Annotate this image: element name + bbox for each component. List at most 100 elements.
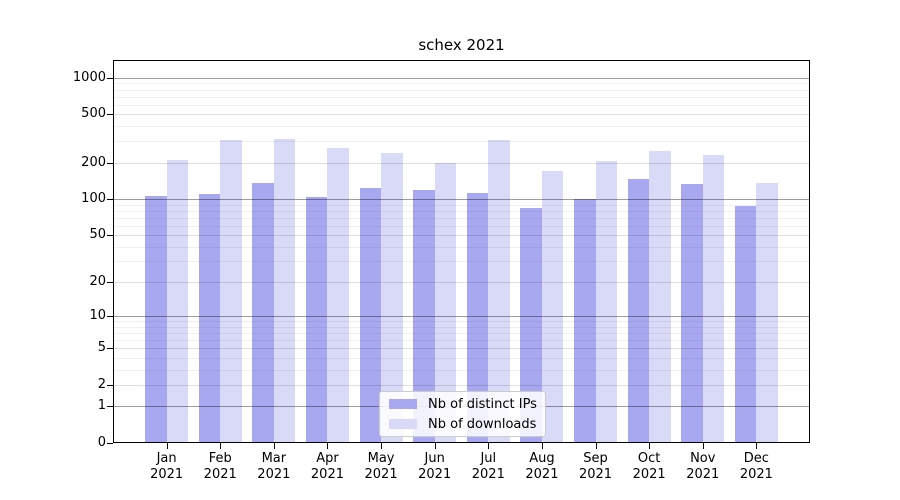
bar-distinct-ips-oct (627, 179, 650, 443)
y-tick-200 (107, 162, 113, 164)
y-tick-label-50: 50 (89, 227, 106, 243)
x-tick-year: 2021 (310, 467, 344, 482)
x-tick-feb (220, 443, 222, 449)
gridline-6 (113, 340, 810, 341)
x-tick-label-dec: Dec 2021 (716, 451, 796, 483)
x-tick-sep (595, 443, 597, 449)
y-tick-100 (107, 199, 113, 201)
x-tick-label-aug: Aug 2021 (502, 451, 582, 483)
gridline-100 (113, 199, 810, 200)
x-tick-aug (541, 443, 543, 449)
bar-distinct-ips-jun (413, 189, 435, 443)
bar-downloads-sep (595, 160, 618, 443)
gridline-2 (113, 385, 810, 386)
x-axis-line (113, 442, 810, 443)
x-tick-label-nov: Nov 2021 (663, 451, 743, 483)
x-tick-year: 2021 (418, 467, 452, 482)
y-tick-0 (107, 443, 113, 444)
legend-item-distinct-ips: Nb of distinct IPs (389, 398, 537, 411)
bar-downloads-nov (702, 154, 725, 443)
gridline-3 (113, 370, 810, 371)
x-tick-year: 2021 (578, 467, 613, 482)
y-tick-label-100: 100 (81, 191, 106, 207)
x-tick-year: 2021 (632, 467, 666, 482)
x-tick-label-jun: Jun 2021 (395, 451, 475, 483)
x-tick-month: Oct (637, 451, 661, 466)
gridline-30 (113, 261, 810, 262)
gridline-5 (113, 348, 810, 349)
bar-downloads-jan (166, 160, 189, 443)
x-tick-month: Feb (208, 451, 232, 466)
y-tick-2 (107, 384, 113, 386)
x-tick-label-feb: Feb 2021 (180, 451, 260, 483)
gridline-80 (113, 211, 810, 212)
gridline-10 (113, 316, 810, 317)
x-tick-label-sep: Sep 2021 (556, 451, 636, 483)
y-tick-label-20: 20 (89, 274, 106, 290)
gridline-90 (113, 205, 810, 206)
legend-swatch-distinct-ips (389, 399, 417, 409)
x-tick-label-apr: Apr 2021 (287, 451, 367, 483)
gridline-4 (113, 358, 810, 359)
x-tick-jun (434, 443, 436, 449)
x-tick-month: Jan (156, 451, 177, 466)
gridline-8 (113, 327, 810, 328)
gridline-1000 (113, 78, 810, 79)
bar-downloads-dec (756, 183, 778, 443)
bar-downloads-jul (488, 140, 510, 443)
x-tick-label-may: May 2021 (341, 451, 421, 483)
gridline-800 (113, 90, 810, 91)
x-tick-month: May (367, 451, 395, 466)
y-tick-label-1000: 1000 (72, 69, 106, 85)
gridline-200 (113, 163, 810, 164)
y-tick-20 (107, 282, 113, 284)
bar-downloads-jun (434, 162, 457, 443)
chart-title: schex 2021 (418, 36, 505, 54)
x-tick-year: 2021 (739, 467, 773, 482)
bar-distinct-ips-may (359, 188, 382, 443)
gridline-400 (113, 126, 810, 127)
x-tick-year: 2021 (203, 467, 237, 482)
bar-distinct-ips-jul (466, 192, 489, 443)
y-tick-500 (107, 114, 113, 116)
x-tick-label-oct: Oct 2021 (609, 451, 689, 483)
gridline-50 (113, 235, 810, 236)
y-tick-1000 (107, 77, 113, 79)
bar-downloads-apr (327, 148, 349, 443)
legend: Nb of distinct IPs Nb of downloads (379, 391, 546, 437)
x-tick-label-jul: Jul 2021 (448, 451, 528, 483)
x-tick-nov (702, 443, 704, 449)
bar-distinct-ips-nov (681, 183, 703, 443)
gridline-40 (113, 247, 810, 248)
x-tick-year: 2021 (686, 467, 720, 482)
y-tick-label-500: 500 (81, 106, 106, 122)
x-tick-label-jan: Jan 2021 (127, 451, 207, 483)
bar-downloads-feb (220, 140, 242, 443)
x-tick-year: 2021 (471, 467, 505, 482)
bar-distinct-ips-feb (198, 193, 221, 443)
gridline-300 (113, 141, 810, 142)
gridline-20 (113, 282, 810, 283)
x-tick-year: 2021 (525, 467, 559, 482)
x-tick-month: Jun (424, 451, 445, 466)
y-tick-label-0: 0 (97, 435, 106, 450)
bar-distinct-ips-mar (252, 182, 274, 443)
bar-distinct-ips-dec (734, 205, 757, 443)
legend-swatch-downloads (389, 419, 417, 429)
x-tick-month: Jul (480, 451, 497, 466)
bar-distinct-ips-sep (574, 199, 596, 443)
gridline-500 (113, 114, 810, 115)
bar-distinct-ips-aug (520, 207, 542, 443)
bar-downloads-oct (649, 151, 671, 443)
x-tick-month: Sep (583, 451, 608, 466)
y-tick-label-5: 5 (97, 340, 106, 356)
gridline-70 (113, 218, 810, 219)
x-tick-month: Mar (261, 451, 287, 466)
x-tick-mar (273, 443, 275, 449)
x-tick-month: Nov (690, 451, 716, 466)
x-tick-month: Aug (529, 451, 555, 466)
y-tick-label-10: 10 (89, 308, 106, 324)
gridline-9 (113, 321, 810, 322)
y-tick-label-1: 1 (97, 398, 106, 414)
